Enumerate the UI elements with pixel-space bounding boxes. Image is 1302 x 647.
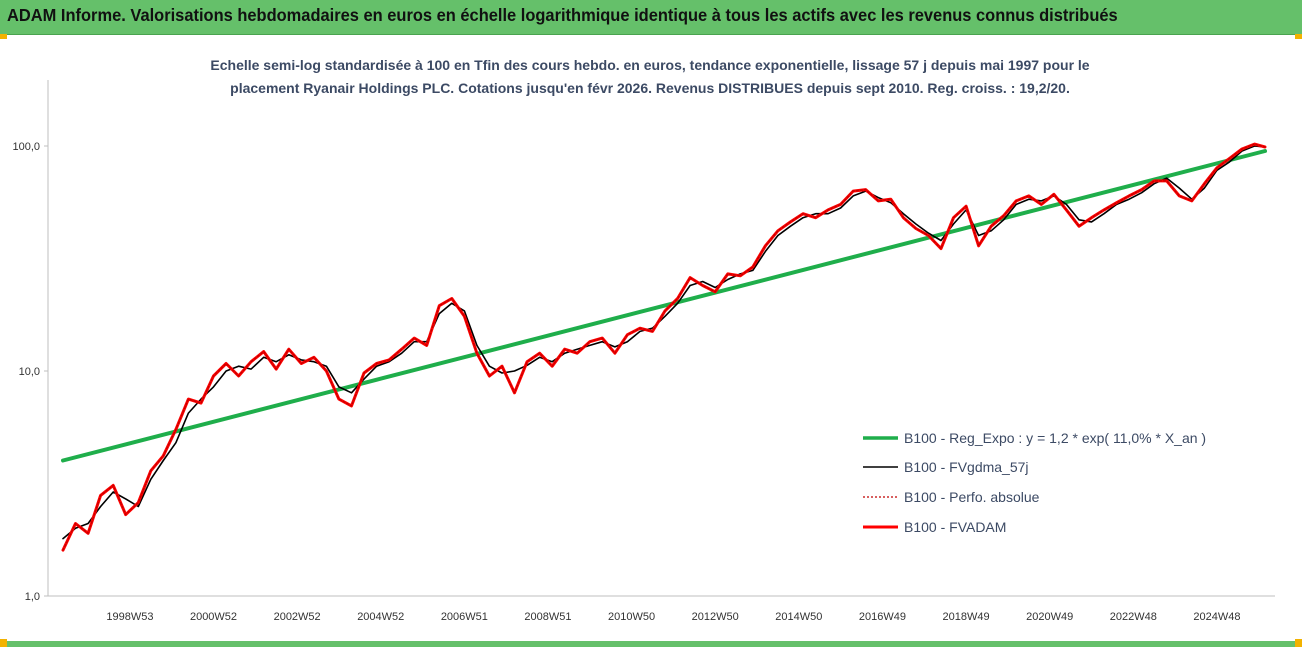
bottom-bar — [0, 639, 1302, 647]
top-banner: ADAM Informe. Valorisations hebdomadaire… — [0, 0, 1302, 39]
x-tick-label: 2024W48 — [1193, 611, 1240, 623]
y-tick-label: 1,0 — [25, 591, 40, 603]
banner-title: ADAM Informe. Valorisations hebdomadaire… — [7, 5, 1118, 25]
banner-corner-right — [1295, 34, 1302, 39]
chart-series — [61, 142, 1267, 552]
x-tick-label: 2018W49 — [943, 611, 990, 623]
y-tick-label: 100,0 — [12, 141, 40, 153]
series-line-absolute — [62, 143, 1266, 551]
legend-label-regression: B100 - Reg_Expo : y = 1,2 * exp( 11,0% *… — [904, 430, 1206, 446]
bottom-corner-left — [0, 639, 7, 647]
x-tick-label: 2014W50 — [775, 611, 822, 623]
chart-legend: B100 - Reg_Expo : y = 1,2 * exp( 11,0% *… — [863, 430, 1206, 535]
chart-subtitle-line-2: placement Ryanair Holdings PLC. Cotation… — [230, 80, 1070, 96]
x-tick-label: 2012W50 — [692, 611, 739, 623]
x-tick-label: 2008W51 — [524, 611, 571, 623]
series-line-fvadam — [61, 142, 1267, 552]
chart-axes: 1,0 10,0 100,0 1998W53 2000W52 2002W52 2004W52… — [12, 80, 1275, 623]
x-tick-label: 2010W50 — [608, 611, 655, 623]
x-tick-label: 2000W52 — [190, 611, 237, 623]
bottom-corner-right — [1295, 639, 1302, 647]
series-line-regression — [61, 149, 1267, 463]
legend-label-absolute: B100 - Perfo. absolue — [904, 489, 1040, 505]
legend-label-fvadam: B100 - FVADAM — [904, 519, 1006, 535]
x-tick-label: 2006W51 — [441, 611, 488, 623]
legend-label-smoothed: B100 - FVgdma_57j — [904, 459, 1029, 475]
chart-subtitle: Echelle semi-log standardisée à 100 en T… — [140, 54, 1160, 100]
x-tick-label: 2004W52 — [357, 611, 404, 623]
chart-subtitle-line-1: Echelle semi-log standardisée à 100 en T… — [210, 57, 1090, 73]
x-tick-label: 2020W49 — [1026, 611, 1073, 623]
x-tick-label: 2016W49 — [859, 611, 906, 623]
y-tick-label: 10,0 — [19, 366, 40, 378]
x-tick-label: 2002W52 — [274, 611, 321, 623]
banner-corner-left — [0, 34, 7, 39]
series-line-smoothed — [62, 145, 1266, 540]
x-tick-label: 2022W48 — [1110, 611, 1157, 623]
x-tick-label: 1998W53 — [106, 611, 153, 623]
